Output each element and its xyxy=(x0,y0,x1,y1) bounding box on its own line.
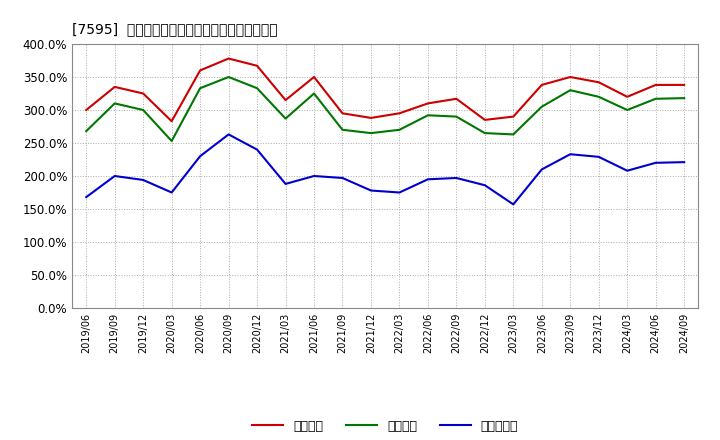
当座比率 xyxy=(196,85,204,91)
当座比率 xyxy=(595,94,603,99)
当座比率 xyxy=(537,104,546,109)
当座比率 xyxy=(282,116,290,121)
現预金比率 xyxy=(680,160,688,165)
現预金比率 xyxy=(652,160,660,165)
現预金比率 xyxy=(310,173,318,179)
流動比率 xyxy=(452,96,461,101)
流動比率 xyxy=(82,107,91,113)
当座比率 xyxy=(480,130,489,136)
現预金比率 xyxy=(282,181,290,187)
現预金比率 xyxy=(537,167,546,172)
現预金比率 xyxy=(110,173,119,179)
流動比率 xyxy=(282,97,290,103)
当座比率 xyxy=(566,88,575,93)
Line: 当座比率: 当座比率 xyxy=(86,77,684,141)
当座比率 xyxy=(366,130,375,136)
流動比率 xyxy=(509,114,518,119)
当座比率 xyxy=(623,107,631,113)
現预金比率 xyxy=(253,147,261,152)
流動比率 xyxy=(167,118,176,124)
現预金比率 xyxy=(139,177,148,183)
流動比率 xyxy=(595,80,603,85)
当座比率 xyxy=(167,138,176,143)
当座比率 xyxy=(652,96,660,101)
流動比率 xyxy=(110,84,119,90)
現预金比率 xyxy=(366,188,375,193)
Legend: 流動比率, 当座比率, 現预金比率: 流動比率, 当座比率, 現预金比率 xyxy=(247,414,523,437)
当座比率 xyxy=(395,127,404,132)
流動比率 xyxy=(680,82,688,88)
当座比率 xyxy=(82,128,91,134)
現预金比率 xyxy=(452,175,461,180)
当座比率 xyxy=(452,114,461,119)
流動比率 xyxy=(139,91,148,96)
流動比率 xyxy=(253,63,261,68)
流動比率 xyxy=(480,117,489,122)
当座比率 xyxy=(139,107,148,113)
流動比率 xyxy=(366,115,375,121)
流動比率 xyxy=(566,74,575,80)
現预金比率 xyxy=(623,168,631,173)
流動比率 xyxy=(537,82,546,88)
当座比率 xyxy=(509,132,518,137)
当座比率 xyxy=(253,85,261,91)
当座比率 xyxy=(338,127,347,132)
現预金比率 xyxy=(423,176,432,182)
現预金比率 xyxy=(566,151,575,157)
現预金比率 xyxy=(225,132,233,137)
流動比率 xyxy=(623,94,631,99)
流動比率 xyxy=(225,56,233,61)
当座比率 xyxy=(310,91,318,96)
当座比率 xyxy=(680,95,688,101)
流動比率 xyxy=(652,82,660,88)
現预金比率 xyxy=(82,194,91,200)
現预金比率 xyxy=(480,183,489,188)
流動比率 xyxy=(423,101,432,106)
当座比率 xyxy=(225,74,233,80)
Line: 現预金比率: 現预金比率 xyxy=(86,135,684,204)
現预金比率 xyxy=(167,190,176,195)
現预金比率 xyxy=(395,190,404,195)
当座比率 xyxy=(423,113,432,118)
流動比率 xyxy=(338,110,347,116)
流動比率 xyxy=(310,74,318,80)
現预金比率 xyxy=(196,154,204,159)
流動比率 xyxy=(395,110,404,116)
当座比率 xyxy=(110,101,119,106)
現预金比率 xyxy=(595,154,603,159)
現预金比率 xyxy=(509,202,518,207)
Line: 流動比率: 流動比率 xyxy=(86,59,684,121)
流動比率 xyxy=(196,68,204,73)
Text: [7595]  流動比率、当座比率、現预金比率の推移: [7595] 流動比率、当座比率、現预金比率の推移 xyxy=(72,22,278,36)
現预金比率 xyxy=(338,175,347,180)
